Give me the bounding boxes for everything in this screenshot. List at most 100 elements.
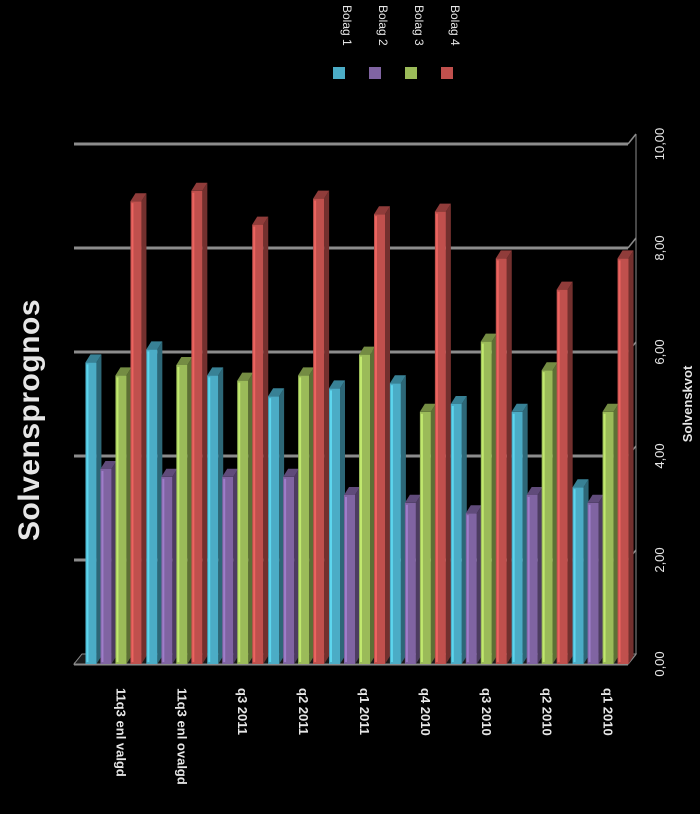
bar-top [268,388,285,397]
bar-highlight [314,200,317,662]
bar-highlight [131,203,134,662]
legend-swatch [441,67,453,79]
bar-side [233,468,239,664]
bar-highlight [405,504,408,662]
bar [191,190,203,665]
chart-title-area: Solvensprognos [0,0,60,814]
category-tick-label: 11q3 enl ovalgd [174,688,189,785]
bar-highlight [435,213,438,662]
bar [283,476,295,664]
bar-side [385,206,390,664]
bar-highlight [573,489,576,662]
bar-highlight [208,377,211,662]
bar-side [324,190,330,664]
bar-highlight [162,478,165,662]
bar-highlight [147,351,150,662]
bar-side [506,250,512,664]
bar-top [237,372,254,381]
bar-side [461,396,467,664]
bar-highlight [527,497,530,662]
legend-label: Bolag 4 [448,5,462,46]
bar-side [111,461,117,664]
bar [298,375,310,664]
legend-swatch [333,67,345,79]
bar-side [370,346,375,664]
bar-side [491,333,497,664]
category-tick-label: q1 2010 [601,688,616,736]
bar-top [434,203,451,212]
category-tick-label: q3 2010 [479,688,494,736]
bar-highlight [345,497,347,662]
bar [511,411,523,664]
category-tick-label: q2 2011 [296,688,311,735]
value-axis-title: Solvenskvot [680,365,695,442]
category-tick-label: q3 2011 [235,688,250,735]
bar-side [598,494,604,664]
bar-side [430,403,436,664]
bar [85,362,97,664]
bar-side [141,193,147,664]
value-tick-label: 4,00 [652,443,667,468]
bar-top [161,468,178,477]
value-tick-label: 0,00 [652,651,667,676]
bar-highlight [269,398,272,662]
bar [237,380,249,664]
value-tick-label: 6,00 [652,339,667,364]
bar [541,370,553,664]
legend-label: Bolag 1 [340,5,354,46]
bar-highlight [101,471,104,662]
category-tick-label: q4 2010 [418,688,433,736]
chart-title: Solvensprognos [13,298,46,542]
bar-highlight [618,260,621,662]
bar-highlight [253,226,256,662]
bar [556,289,568,664]
value-tick-label: 2,00 [652,547,667,572]
bar [344,495,355,664]
bar [572,487,584,664]
bar-top [404,494,421,503]
bar-highlight [496,260,499,662]
bar-side [279,388,285,664]
bar-top [511,403,528,412]
bars [85,182,634,665]
bar-side [567,281,573,664]
bar-side [294,468,300,664]
labels: 0,00 2,00 4,00 6,00 8,00 10,00 Solvenskvot 11q3… [113,128,695,785]
bar [100,469,112,664]
bar-highlight [512,413,515,662]
bar-highlight [330,390,332,662]
value-tick-label: 8,00 [652,235,667,260]
bar-top [374,206,390,215]
bar-side [537,487,543,664]
bar-side [96,354,102,664]
gridline-depth [627,237,637,249]
bar-highlight [451,406,454,662]
bar-top [572,479,589,488]
bar [313,198,325,664]
bar [419,411,431,664]
bar [617,258,629,664]
bar [495,258,507,664]
bar-side [263,216,269,664]
bar-highlight [284,478,287,662]
bar-top [329,380,345,389]
bar-top [602,403,619,412]
bar-highlight [557,291,560,662]
bar [389,383,401,664]
legend-label: Bolag 2 [376,5,390,46]
bar-highlight [299,377,302,662]
legend-swatch [405,67,417,79]
category-tick-label: 11q3 enl valgd [113,688,128,777]
bar-side [309,367,315,664]
bar-top [526,487,543,495]
bar [526,495,538,664]
bar-side [476,505,482,664]
bar [450,404,462,664]
bar [207,375,219,664]
bar-side [628,250,634,664]
bar-top [495,250,512,259]
bar [480,341,492,664]
bar [268,396,280,664]
bar [146,349,158,664]
bar [465,513,477,664]
